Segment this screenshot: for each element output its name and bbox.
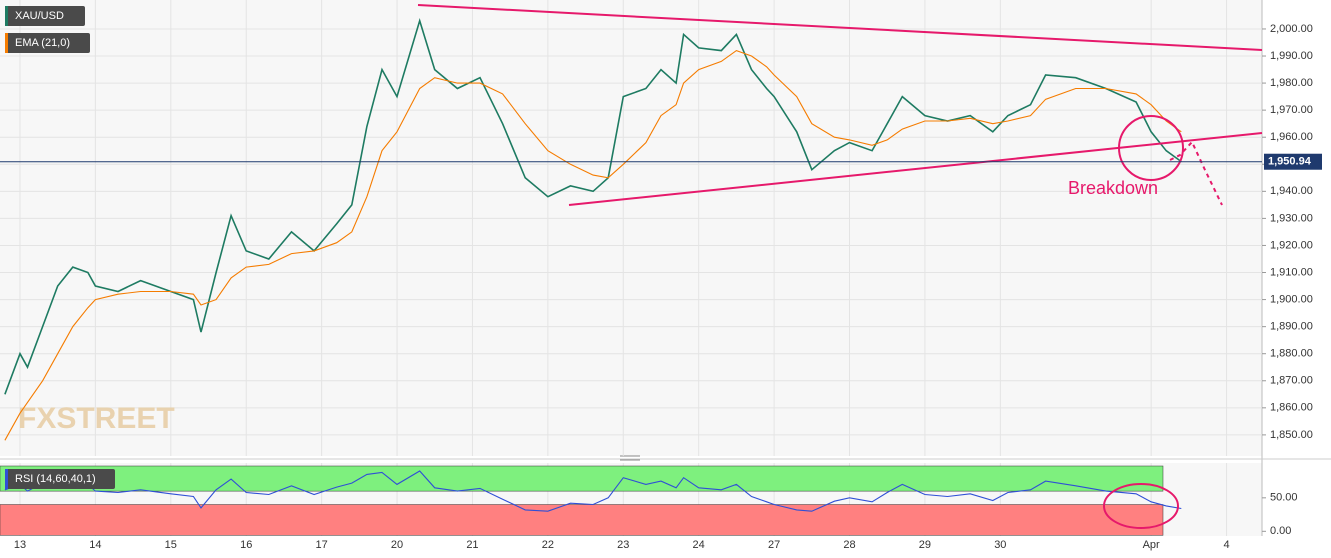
x-tick-label: 13 — [14, 539, 26, 551]
watermark: FXSTREET — [18, 402, 175, 435]
x-tick-label: 24 — [693, 539, 705, 551]
legend-swatch — [5, 469, 8, 489]
y-tick-label: 1,980.00 — [1270, 77, 1313, 89]
legend-label: EMA (21,0) — [15, 37, 70, 49]
plot-bg — [0, 0, 1262, 456]
legend-box — [5, 33, 90, 53]
x-tick-label: Apr — [1143, 539, 1160, 551]
y-tick-label: 1,850.00 — [1270, 429, 1313, 441]
last-price-label: 1,950.94 — [1268, 156, 1312, 168]
y-tick-label: 1,970.00 — [1270, 104, 1313, 116]
highlight-circle — [1118, 115, 1184, 181]
annotation: Breakdown — [1068, 178, 1158, 198]
y-tick-label: 2,000.00 — [1270, 23, 1313, 35]
y-tick-label: 1,880.00 — [1270, 348, 1313, 360]
legend-label: RSI (14,60,40,1) — [15, 473, 96, 485]
x-tick-label: 27 — [768, 539, 780, 551]
legend-box — [5, 6, 85, 26]
y-tick-label: 1,910.00 — [1270, 266, 1313, 278]
x-tick-label: 20 — [391, 539, 403, 551]
x-tick-label: 14 — [89, 539, 101, 551]
last-price-box — [1264, 153, 1322, 170]
highlight-circle — [1103, 483, 1179, 529]
y-tick-label: 1,890.00 — [1270, 321, 1313, 333]
legend-swatch — [5, 33, 8, 53]
x-tick-label: 16 — [240, 539, 252, 551]
y-tick-label: 50.00 — [1270, 492, 1298, 504]
legend-swatch — [5, 6, 8, 26]
lower-band — [0, 504, 1164, 536]
projection — [1169, 140, 1223, 206]
y-tick-label: 1,960.00 — [1270, 131, 1313, 143]
y-tick-label: 1,990.00 — [1270, 50, 1313, 62]
series-line — [4, 49, 1182, 441]
series-line — [4, 470, 1182, 512]
trend-line — [568, 132, 1263, 206]
legend-label: XAU/USD — [15, 10, 64, 22]
y-tick-label: 0.00 — [1270, 525, 1291, 537]
y-tick-label: 1,870.00 — [1270, 375, 1313, 387]
x-tick-label: 23 — [617, 539, 629, 551]
y-tick-label: 1,920.00 — [1270, 239, 1313, 251]
x-tick-label: 17 — [316, 539, 328, 551]
x-tick-label: 30 — [994, 539, 1006, 551]
y-tick-label: 1,860.00 — [1270, 402, 1313, 414]
x-tick-label: 4 — [1223, 539, 1229, 551]
series-line — [4, 18, 1182, 395]
x-tick-label: 22 — [542, 539, 554, 551]
y-tick-label: 1,900.00 — [1270, 293, 1313, 305]
x-tick-label: 28 — [843, 539, 855, 551]
y-tick-label: 1,930.00 — [1270, 212, 1313, 224]
upper-band — [0, 465, 1164, 492]
x-tick-label: 21 — [466, 539, 478, 551]
x-tick-label: 15 — [165, 539, 177, 551]
legend-box — [5, 469, 115, 489]
trend-line — [417, 4, 1263, 51]
y-tick-label: 1,940.00 — [1270, 185, 1313, 197]
x-tick-label: 29 — [919, 539, 931, 551]
